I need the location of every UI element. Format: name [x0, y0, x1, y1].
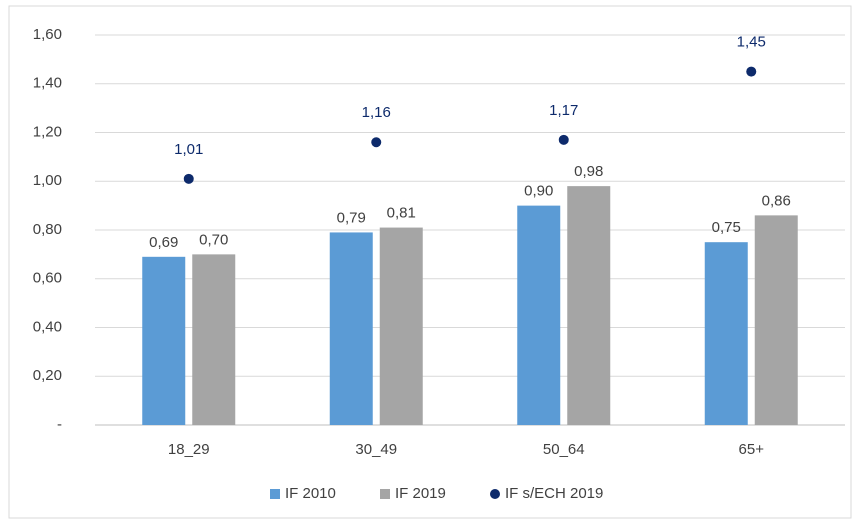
- y-tick-label: 1,60: [33, 26, 62, 43]
- x-tick-label: 30_49: [355, 441, 397, 458]
- data-label: 0,75: [712, 219, 741, 236]
- data-label: 1,16: [362, 104, 391, 121]
- data-label: 0,69: [149, 234, 178, 251]
- y-tick-label: 1,20: [33, 123, 62, 140]
- legend-marker: [380, 489, 390, 499]
- y-tick-label: 0,80: [33, 221, 62, 238]
- x-tick-label: 50_64: [543, 441, 585, 458]
- x-tick-label: 18_29: [168, 441, 210, 458]
- y-tick-label: 0,20: [33, 367, 62, 384]
- y-tick-label: -: [57, 416, 62, 433]
- data-label: 0,79: [337, 209, 366, 226]
- dot: [371, 137, 382, 148]
- bar: [754, 215, 798, 425]
- data-label: 0,90: [524, 183, 553, 200]
- y-tick-label: 1,40: [33, 75, 62, 92]
- bar: [329, 232, 373, 425]
- y-tick-label: 0,60: [33, 270, 62, 287]
- data-label: 1,45: [737, 34, 766, 51]
- x-tick-label: 65+: [739, 441, 765, 458]
- bar: [704, 242, 748, 425]
- legend-marker: [270, 489, 280, 499]
- dot: [558, 134, 569, 145]
- legend-label: IF 2010: [285, 485, 336, 502]
- legend-label: IF s/ECH 2019: [505, 485, 603, 502]
- y-tick-label: 0,40: [33, 318, 62, 335]
- data-label: 0,81: [387, 205, 416, 222]
- data-label: 0,70: [199, 231, 228, 248]
- bar: [192, 254, 236, 425]
- dot: [746, 66, 757, 77]
- data-label: 1,17: [549, 102, 578, 119]
- bar: [379, 227, 423, 425]
- legend-marker: [490, 489, 500, 499]
- dot: [183, 173, 194, 184]
- legend-label: IF 2019: [395, 485, 446, 502]
- bar: [517, 205, 561, 425]
- data-label: 0,86: [762, 192, 791, 209]
- bar: [142, 256, 186, 425]
- bar: [567, 186, 611, 425]
- data-label: 0,98: [574, 163, 603, 180]
- data-label: 1,01: [174, 141, 203, 158]
- y-tick-label: 1,00: [33, 172, 62, 189]
